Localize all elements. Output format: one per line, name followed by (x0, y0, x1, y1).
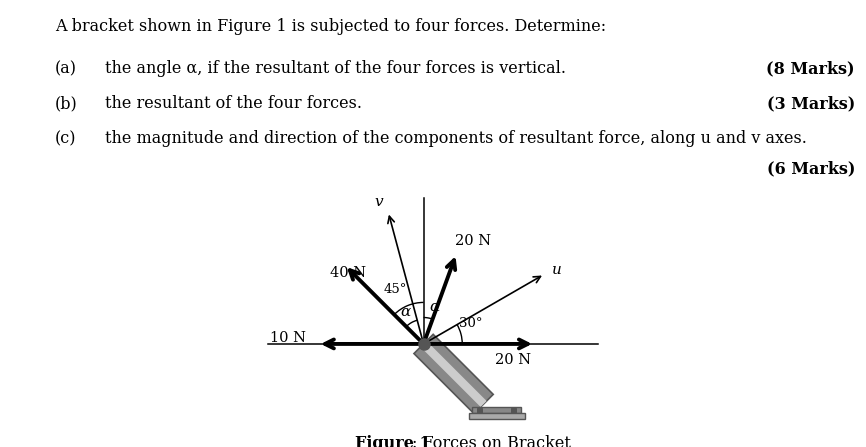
Text: the magnitude and direction of the components of resultant force, along u and v : the magnitude and direction of the compo… (105, 130, 807, 147)
Text: 45°: 45° (384, 283, 407, 296)
Bar (511, 408, 516, 413)
Text: 10 N: 10 N (269, 331, 306, 345)
Text: (b): (b) (55, 95, 78, 112)
Text: v: v (374, 195, 383, 209)
Text: : Forces on Bracket: : Forces on Bracket (412, 435, 571, 447)
Text: 20 N: 20 N (455, 234, 491, 248)
Polygon shape (421, 341, 487, 407)
Text: 30°: 30° (459, 316, 482, 330)
Bar (477, 408, 482, 413)
Text: (a): (a) (55, 60, 77, 77)
Text: u: u (552, 263, 562, 277)
Text: α: α (430, 300, 440, 314)
Text: α: α (400, 305, 410, 319)
Text: the angle α, if the resultant of the four forces is vertical.: the angle α, if the resultant of the fou… (105, 60, 566, 77)
Bar (469, 413, 525, 419)
Text: the resultant of the four forces.: the resultant of the four forces. (105, 95, 362, 112)
Bar (472, 407, 521, 413)
Text: (c): (c) (55, 130, 76, 147)
Text: 20 N: 20 N (495, 353, 531, 367)
Text: (6 Marks): (6 Marks) (766, 160, 855, 177)
Text: Figure 1: Figure 1 (355, 435, 430, 447)
Text: A bracket shown in Figure 1 is subjected to four forces. Determine:: A bracket shown in Figure 1 is subjected… (55, 18, 606, 35)
Text: (8 Marks): (8 Marks) (766, 60, 855, 77)
Text: (3 Marks): (3 Marks) (766, 95, 855, 112)
Polygon shape (414, 334, 494, 413)
Text: 40 N: 40 N (330, 266, 366, 280)
